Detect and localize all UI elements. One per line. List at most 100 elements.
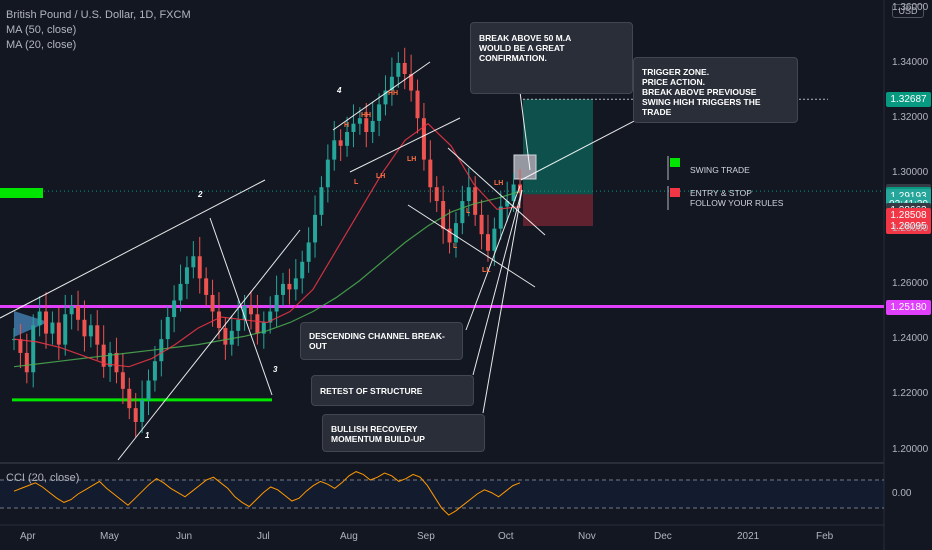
candle-body bbox=[24, 352, 29, 373]
candle-body bbox=[140, 399, 145, 422]
x-tick-label: Nov bbox=[578, 531, 596, 542]
y-tick-label: 1.28000 bbox=[892, 222, 929, 234]
candle-body bbox=[216, 311, 221, 329]
trend-line bbox=[482, 189, 523, 414]
price-tag[interactable]: 1.28095 bbox=[886, 219, 931, 235]
candle-body bbox=[485, 234, 490, 251]
candle-body bbox=[281, 283, 286, 295]
candle-body bbox=[120, 372, 125, 389]
callout-descending-channel[interactable]: DESCENDING CHANNEL BREAK- OUT bbox=[300, 322, 463, 360]
candle-body bbox=[69, 305, 74, 315]
candle-body bbox=[261, 322, 266, 334]
cci-tick-label: 0.00 bbox=[892, 488, 912, 499]
structure-label: LH bbox=[494, 180, 503, 187]
key-entry-stop: ENTRY & STOP FOLLOW YOUR RULES bbox=[690, 188, 784, 208]
candle-body bbox=[248, 305, 253, 315]
structure-label: LL bbox=[482, 267, 491, 274]
structure-label: L bbox=[354, 179, 359, 186]
callout-retest[interactable]: RETEST OF STRUCTURE bbox=[311, 375, 474, 406]
x-tick-label: Oct bbox=[498, 531, 514, 542]
candle-body bbox=[415, 90, 420, 119]
structure-label: H bbox=[344, 122, 349, 129]
currency-badge[interactable]: USD bbox=[892, 4, 924, 18]
candle-body bbox=[473, 187, 478, 215]
structure-label: L bbox=[466, 208, 471, 215]
wave-label: 4 bbox=[336, 86, 342, 95]
candle-body bbox=[95, 325, 100, 345]
candle-body bbox=[146, 380, 151, 400]
chart-legend: British Pound / U.S. Dollar, 1D, FXCM MA… bbox=[6, 8, 191, 53]
candle-body bbox=[204, 278, 209, 295]
candle-body bbox=[409, 74, 414, 91]
x-tick-label: Apr bbox=[20, 531, 36, 542]
candle-body bbox=[313, 214, 318, 243]
x-tick-label: Feb bbox=[816, 531, 834, 542]
candle-body bbox=[133, 408, 138, 422]
candle-body bbox=[165, 317, 170, 340]
structure-label: LH bbox=[407, 156, 416, 163]
candle-body bbox=[389, 76, 394, 91]
candle-body bbox=[466, 187, 471, 202]
price-tag[interactable]: 1.28508 bbox=[886, 207, 931, 223]
trend-line bbox=[447, 147, 546, 236]
structure-label: HH bbox=[388, 90, 398, 97]
candle-body bbox=[242, 305, 247, 320]
candle-body bbox=[18, 339, 23, 353]
candle-body bbox=[268, 311, 273, 323]
candle-body bbox=[63, 314, 68, 345]
candle-body bbox=[159, 339, 164, 362]
y-tick-label: 1.20000 bbox=[892, 443, 929, 455]
stop-zone bbox=[523, 194, 593, 227]
x-tick-label: Dec bbox=[654, 531, 672, 542]
candle-body bbox=[306, 242, 311, 262]
structure-label: HH bbox=[361, 112, 371, 119]
trend-line bbox=[332, 61, 431, 131]
candle-body bbox=[441, 201, 446, 229]
candle-body bbox=[172, 300, 177, 318]
candle-body bbox=[434, 187, 439, 202]
candle-body bbox=[370, 120, 375, 132]
key-swing-trade-label: SWING TRADE bbox=[690, 165, 750, 175]
candle-body bbox=[357, 118, 362, 124]
candle-body bbox=[338, 140, 343, 146]
candle-body bbox=[127, 388, 132, 409]
symbol-title[interactable]: British Pound / U.S. Dollar, 1D, FXCM bbox=[6, 9, 191, 21]
ma20-line bbox=[13, 122, 521, 368]
ma50-legend[interactable]: MA (50, close) bbox=[6, 24, 77, 36]
trend-line bbox=[520, 117, 641, 181]
candle-body bbox=[31, 325, 36, 373]
price-tag[interactable]: 1.25180 bbox=[886, 299, 931, 315]
candle-body bbox=[383, 90, 388, 105]
trend-line bbox=[519, 91, 531, 171]
cci-band-fill bbox=[0, 480, 884, 508]
trend-line bbox=[209, 217, 273, 396]
candle-body bbox=[152, 361, 157, 381]
candle-body bbox=[479, 214, 484, 235]
candle-body bbox=[319, 187, 324, 215]
candle-body bbox=[492, 228, 497, 251]
y-tick-label: 1.22000 bbox=[892, 388, 929, 400]
y-tick-label: 1.36000 bbox=[892, 1, 929, 13]
candle-body bbox=[364, 118, 369, 132]
ma20-legend[interactable]: MA (20, close) bbox=[6, 39, 77, 51]
candle-body bbox=[453, 223, 458, 243]
triangle-marker bbox=[14, 311, 48, 337]
callout-bullish-recovery[interactable]: BULLISH RECOVERY MOMENTUM BUILD-UP bbox=[322, 414, 485, 452]
candle-body bbox=[37, 311, 42, 326]
candle-body bbox=[351, 123, 356, 132]
candle-body bbox=[50, 322, 55, 334]
green-marker bbox=[0, 188, 43, 198]
profit-zone bbox=[523, 99, 593, 195]
candle-body bbox=[178, 283, 183, 301]
wave-label: 3 bbox=[273, 365, 278, 374]
candle-body bbox=[56, 322, 61, 345]
callout-break-above-ma[interactable]: BREAK ABOVE 50 M.A WOULD BE A GREAT CONF… bbox=[470, 22, 633, 94]
swing-trade-flag bbox=[670, 158, 680, 167]
callout-trigger-zone[interactable]: TRIGGER ZONE. PRICE ACTION. BREAK ABOVE … bbox=[633, 57, 798, 123]
candle-body bbox=[108, 352, 113, 367]
candle-body bbox=[345, 132, 350, 146]
cci-title[interactable]: CCI (20, close) bbox=[6, 472, 80, 484]
price-tag[interactable]: 1.32687 bbox=[886, 92, 931, 108]
trend-line bbox=[0, 179, 266, 319]
